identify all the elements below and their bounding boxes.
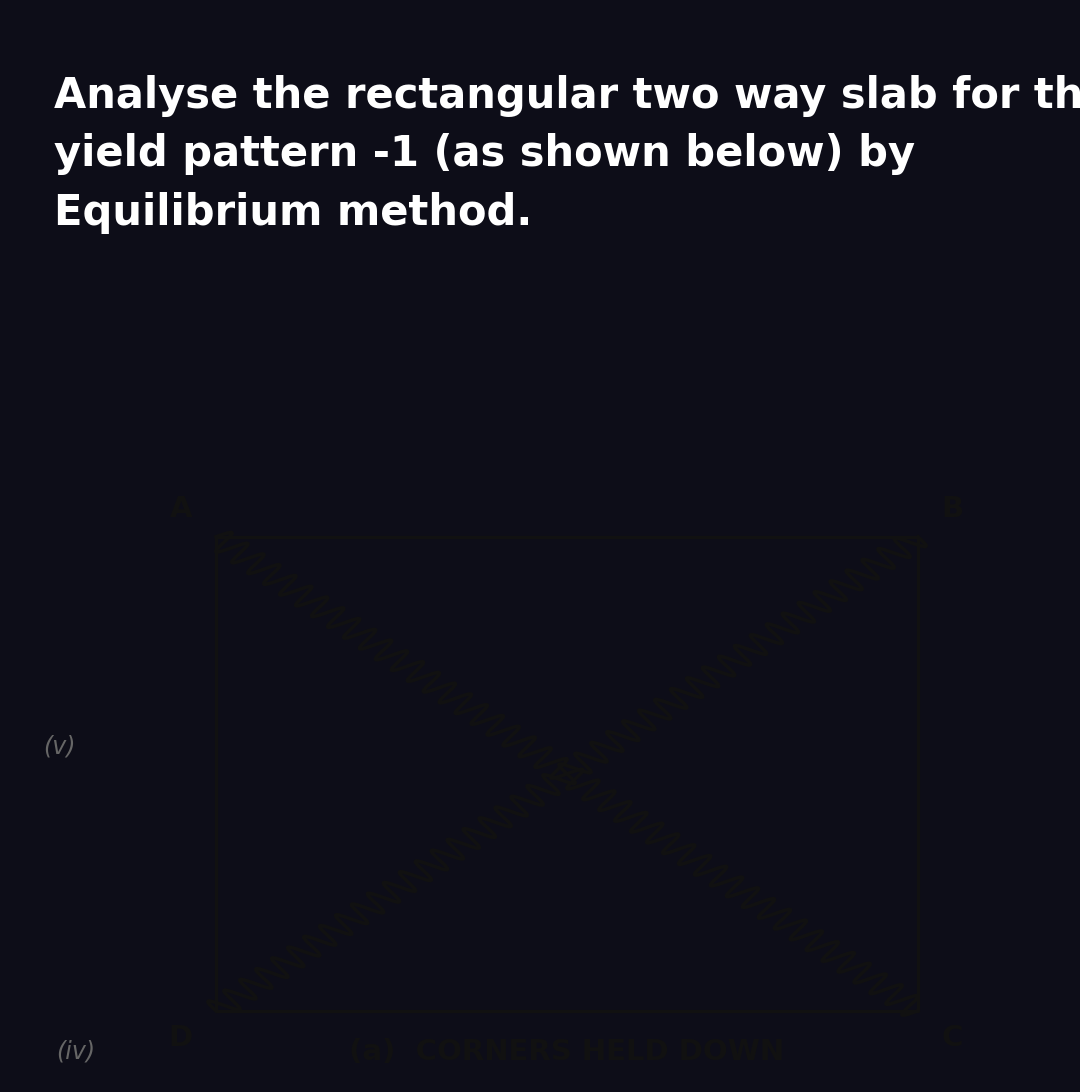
Text: B: B — [942, 496, 963, 523]
Text: (iv): (iv) — [56, 1040, 95, 1064]
Text: C: C — [942, 1024, 963, 1053]
Text: (v): (v) — [43, 735, 76, 759]
Text: Analyse the rectangular two way slab for the
yield pattern -1 (as shown below) b: Analyse the rectangular two way slab for… — [54, 74, 1080, 234]
Text: A: A — [170, 496, 192, 523]
Text: D: D — [168, 1024, 192, 1053]
Text: (a)  CORNERS HELD DOWN: (a) CORNERS HELD DOWN — [350, 1037, 784, 1066]
